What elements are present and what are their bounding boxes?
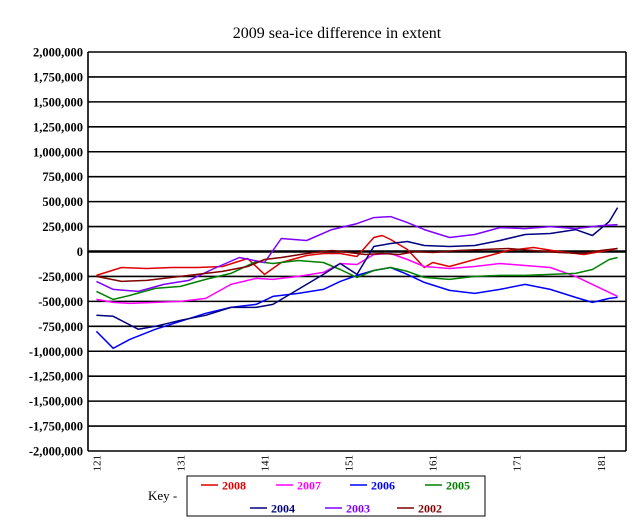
legend-label-2004: 2004 bbox=[271, 502, 295, 516]
series-line-2005 bbox=[96, 256, 618, 301]
x-tick-label: 131 bbox=[175, 455, 187, 472]
y-tick-label: 2,000,000 bbox=[33, 46, 83, 60]
legend-label-2002: 2002 bbox=[418, 502, 442, 516]
chart-title: 2009 sea-ice difference in extent bbox=[233, 25, 442, 42]
y-tick-label: -1,250,000 bbox=[29, 370, 83, 384]
legend-label-2005: 2005 bbox=[446, 479, 470, 493]
y-tick-label: 1,750,000 bbox=[33, 70, 83, 84]
series-line-2003 bbox=[96, 215, 618, 293]
y-tick-label: 1,000,000 bbox=[33, 145, 83, 159]
series-line-2007 bbox=[96, 252, 618, 305]
legend-label-2007: 2007 bbox=[297, 479, 321, 493]
y-tick-label: 0 bbox=[77, 245, 83, 259]
series-line-2002 bbox=[96, 247, 618, 283]
legend-label-2006: 2006 bbox=[371, 479, 395, 493]
series-lines bbox=[95, 207, 619, 350]
y-tick-label: -1,500,000 bbox=[29, 395, 83, 409]
x-tick-label: 151 bbox=[344, 455, 356, 472]
x-tick-label: 121 bbox=[91, 455, 103, 472]
y-tick-label: -1,750,000 bbox=[29, 420, 83, 434]
x-tick-label: 161 bbox=[428, 455, 440, 472]
y-tick-label: 750,000 bbox=[42, 170, 83, 184]
series-line-2008 bbox=[96, 234, 618, 277]
y-tick-label: 1,500,000 bbox=[33, 95, 83, 109]
x-tick-labels: 121 131 141 151 161 171 181 bbox=[91, 455, 607, 472]
y-tick-label: -1,000,000 bbox=[29, 345, 83, 359]
x-tick-label: 171 bbox=[512, 455, 524, 472]
y-tick-label: 500,000 bbox=[42, 195, 83, 209]
legend: 2008 2007 2006 2005 2004 2003 2002 bbox=[186, 475, 486, 517]
y-tick-label: 250,000 bbox=[42, 220, 83, 234]
y-tick-labels: 2,000,000 1,750,000 1,500,000 1,250,000 1,00… bbox=[29, 46, 83, 459]
y-tick-label: -750,000 bbox=[38, 320, 83, 334]
series-line-2004 bbox=[96, 207, 619, 331]
x-tick-label: 141 bbox=[260, 455, 272, 472]
y-tick-label: -500,000 bbox=[38, 295, 83, 309]
legend-key-label: Key - bbox=[148, 488, 177, 503]
y-tick-label: 1,250,000 bbox=[33, 120, 83, 134]
x-tick-label: 181 bbox=[596, 455, 608, 472]
series-line-2006 bbox=[95, 266, 618, 350]
y-tick-label: -2,000,000 bbox=[29, 445, 83, 459]
y-tick-label: -250,000 bbox=[38, 270, 83, 284]
plot-frame bbox=[87, 52, 627, 451]
legend-label-2008: 2008 bbox=[222, 479, 246, 493]
legend-box bbox=[186, 475, 486, 517]
legend-label-2003: 2003 bbox=[346, 502, 370, 516]
